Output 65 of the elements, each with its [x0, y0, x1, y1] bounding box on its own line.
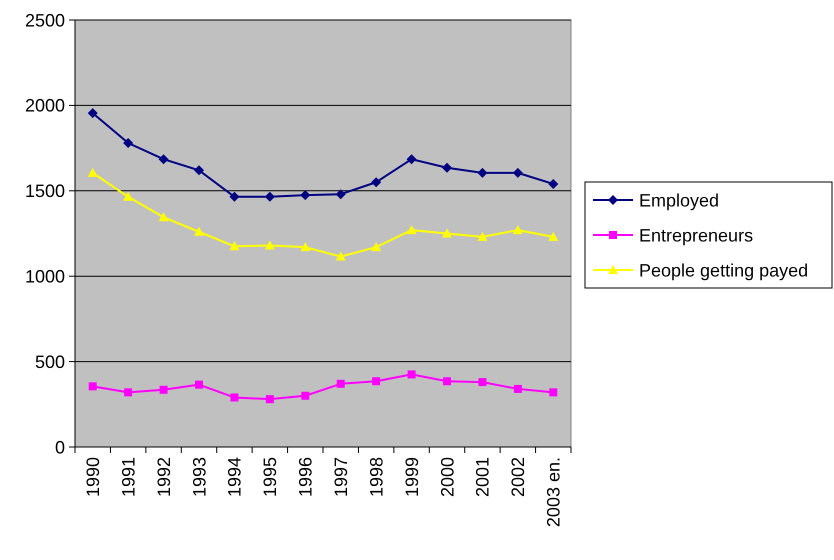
- point: [264, 192, 275, 202]
- point: [194, 226, 204, 236]
- point: [301, 392, 310, 400]
- point: [300, 242, 310, 252]
- point: [300, 190, 310, 200]
- point: [443, 377, 451, 386]
- x-tick-label: 2000: [437, 457, 458, 498]
- point: [124, 388, 132, 396]
- x-tick-label: 1995: [260, 457, 280, 498]
- point: [336, 380, 345, 388]
- y-tick-label: 1500: [24, 181, 65, 202]
- legend-label: People getting payed: [639, 260, 808, 280]
- y-tick-label: 500: [34, 352, 65, 372]
- point: [158, 212, 169, 222]
- point: [88, 108, 98, 118]
- point: [194, 165, 204, 176]
- point: [442, 228, 452, 238]
- x-tick-label: 1991: [118, 457, 138, 498]
- point: [336, 189, 346, 200]
- point: [123, 138, 134, 148]
- legend-label: Entrepreneurs: [639, 225, 754, 246]
- point: [123, 192, 134, 201]
- point: [548, 232, 558, 241]
- point: [549, 388, 558, 396]
- x-tick-label: 2002: [508, 457, 528, 498]
- x-tick-label: 1993: [189, 457, 210, 498]
- point: [408, 370, 416, 378]
- point: [442, 162, 452, 173]
- point: [512, 168, 523, 178]
- y-tick-label: 2000: [24, 96, 65, 116]
- point: [229, 241, 240, 250]
- x-tick-label: 1992: [154, 457, 174, 498]
- x-tick-label: 1996: [296, 457, 316, 498]
- legend-label: Employed: [639, 190, 720, 210]
- x-tick-label: 1997: [331, 457, 352, 498]
- x-tick-label: 1994: [224, 457, 245, 498]
- x-tick-label: 2001: [472, 457, 493, 498]
- point: [158, 154, 169, 164]
- point: [160, 386, 168, 394]
- y-tick-label: 2500: [24, 10, 65, 30]
- point: [406, 154, 417, 164]
- point: [230, 393, 238, 402]
- point: [512, 225, 523, 234]
- point: [406, 225, 417, 234]
- point: [548, 178, 558, 189]
- point: [478, 378, 486, 386]
- point: [195, 380, 203, 389]
- y-tick-label: 0: [54, 437, 65, 458]
- y-tick-label: 1000: [24, 266, 65, 286]
- point: [266, 395, 274, 404]
- point: [229, 192, 240, 202]
- x-tick-label: 1990: [83, 457, 104, 498]
- point: [372, 377, 380, 386]
- x-tick-label: 1999: [402, 457, 422, 498]
- point: [88, 382, 97, 390]
- point: [371, 242, 382, 252]
- point: [477, 168, 488, 178]
- point: [477, 232, 488, 241]
- point: [88, 168, 98, 177]
- point: [264, 240, 275, 250]
- point: [336, 252, 346, 261]
- point: [514, 384, 522, 393]
- point: [371, 177, 382, 188]
- x-tick-label: 2003 en.: [544, 457, 564, 528]
- x-tick-label: 1998: [366, 457, 386, 498]
